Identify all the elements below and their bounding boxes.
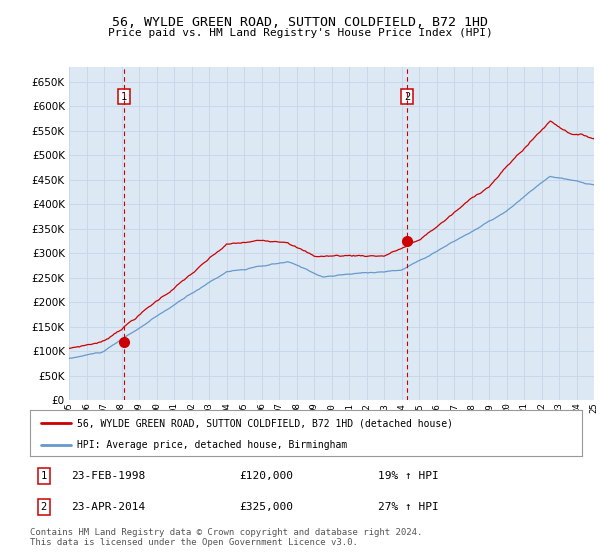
Text: 2: 2 xyxy=(41,502,47,512)
Text: 23-FEB-1998: 23-FEB-1998 xyxy=(71,471,146,481)
Text: £325,000: £325,000 xyxy=(240,502,294,512)
Text: 56, WYLDE GREEN ROAD, SUTTON COLDFIELD, B72 1HD: 56, WYLDE GREEN ROAD, SUTTON COLDFIELD, … xyxy=(112,16,488,29)
Text: Price paid vs. HM Land Registry's House Price Index (HPI): Price paid vs. HM Land Registry's House … xyxy=(107,28,493,38)
Text: 2: 2 xyxy=(404,92,410,101)
Text: 23-APR-2014: 23-APR-2014 xyxy=(71,502,146,512)
Text: 1: 1 xyxy=(41,471,47,481)
Text: HPI: Average price, detached house, Birmingham: HPI: Average price, detached house, Birm… xyxy=(77,440,347,450)
Text: 1: 1 xyxy=(121,92,127,101)
Text: £120,000: £120,000 xyxy=(240,471,294,481)
Text: 27% ↑ HPI: 27% ↑ HPI xyxy=(378,502,439,512)
Text: Contains HM Land Registry data © Crown copyright and database right 2024.
This d: Contains HM Land Registry data © Crown c… xyxy=(30,528,422,547)
Text: 19% ↑ HPI: 19% ↑ HPI xyxy=(378,471,439,481)
Text: 56, WYLDE GREEN ROAD, SUTTON COLDFIELD, B72 1HD (detached house): 56, WYLDE GREEN ROAD, SUTTON COLDFIELD, … xyxy=(77,418,453,428)
